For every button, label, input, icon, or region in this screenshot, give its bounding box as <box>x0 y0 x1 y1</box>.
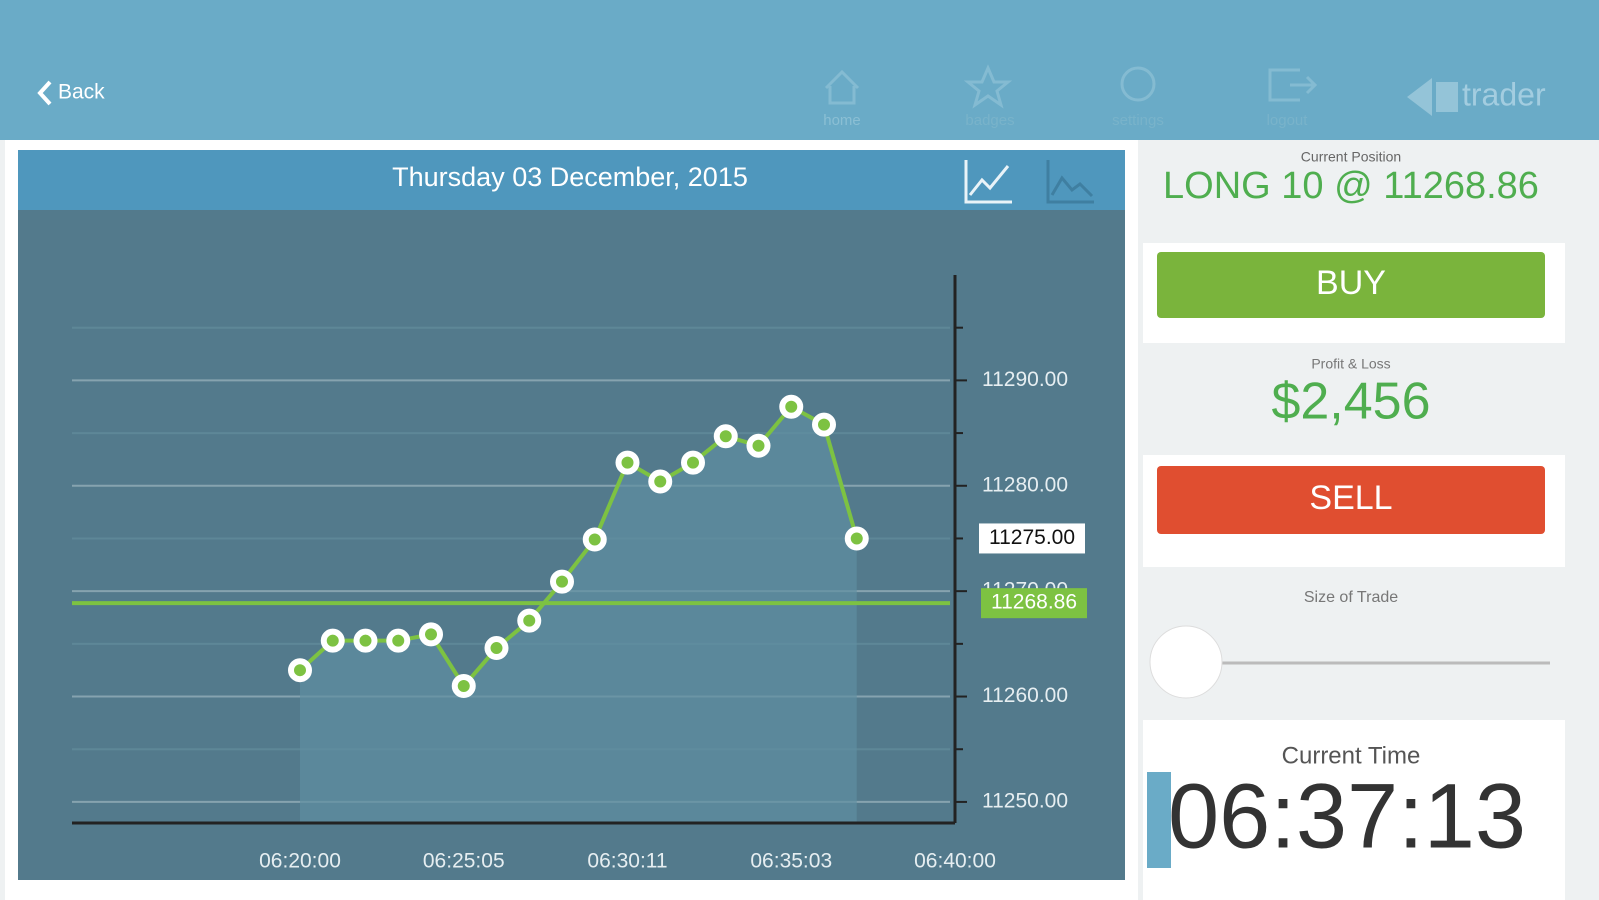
price-point <box>615 450 640 475</box>
price-point <box>484 636 509 661</box>
x-tick-label: 06:40:00 <box>914 850 996 873</box>
sell-label[interactable]: SELL <box>1309 479 1392 517</box>
price-point <box>648 469 673 494</box>
price-point <box>582 527 607 552</box>
price-point <box>746 433 771 458</box>
settings-icon[interactable] <box>1120 66 1156 102</box>
price-point <box>517 608 542 633</box>
area-chart-toggle[interactable] <box>1046 160 1094 204</box>
pnl-label: Profit & Loss <box>1311 356 1390 372</box>
back-icon[interactable] <box>37 80 52 106</box>
buy-button[interactable] <box>1157 252 1545 318</box>
pnl: $2,456 <box>1271 373 1430 431</box>
back-link[interactable]: Back <box>58 81 105 104</box>
chart-date: Thursday 03 December, 2015 <box>392 162 748 192</box>
current-price-label: 11275.00 <box>989 526 1075 549</box>
price-point <box>451 674 476 698</box>
nav-label[interactable]: settings <box>1112 112 1164 129</box>
current-price-box <box>979 523 1085 554</box>
time-card <box>1143 720 1565 900</box>
chart-title-bar <box>18 150 1125 210</box>
home-icon[interactable] <box>824 69 860 105</box>
price-point <box>681 450 705 475</box>
price-point <box>320 628 345 653</box>
logo-icon <box>1407 78 1458 116</box>
size-label: Size of Trade <box>1304 589 1398 606</box>
position-price-label: 11268.86 <box>991 591 1077 614</box>
buy-label[interactable]: BUY <box>1316 264 1386 302</box>
current-time: 06:37:13 <box>1168 765 1526 867</box>
nav-label[interactable]: logout <box>1267 112 1309 129</box>
sell-button[interactable] <box>1157 466 1545 534</box>
y-tick-label: 11290.00 <box>982 368 1068 391</box>
x-tick-label: 06:20:00 <box>259 850 341 873</box>
price-point <box>713 424 738 449</box>
nav-label[interactable]: home <box>823 112 861 129</box>
price-point <box>419 622 443 647</box>
logout-icon[interactable] <box>1268 68 1318 102</box>
price-point <box>386 628 411 653</box>
y-tick-label: 11260.00 <box>982 684 1068 707</box>
position-price-box <box>981 588 1087 619</box>
area <box>300 406 857 823</box>
time-accent <box>1147 772 1171 868</box>
badges-icon[interactable] <box>963 64 1013 109</box>
time-label: Current Time <box>1282 742 1421 769</box>
y-tick-label: 11250.00 <box>982 789 1068 812</box>
logo: trader <box>1462 76 1546 112</box>
plot: 11250.0011260.0011270.0011280.0011290.00… <box>72 275 1087 873</box>
price-point <box>550 569 574 594</box>
x-tick-label: 06:30:11 <box>587 850 667 873</box>
price-point <box>779 394 804 419</box>
nav-label[interactable]: badges <box>965 112 1014 129</box>
price-point <box>844 526 869 551</box>
x-tick-label: 06:35:03 <box>750 850 832 873</box>
position: LONG 10 @ 11268.86 <box>1163 165 1539 207</box>
price-point <box>288 658 312 683</box>
price-point <box>812 412 836 437</box>
line-chart-toggle[interactable] <box>964 160 1012 204</box>
y-tick-label: 11280.00 <box>982 473 1068 496</box>
price-point <box>353 628 378 653</box>
x-tick-label: 06:25:05 <box>423 850 505 873</box>
header-bar <box>0 0 1599 140</box>
slider-thumb[interactable] <box>1149 625 1223 699</box>
position-label: Current Position <box>1301 149 1401 165</box>
